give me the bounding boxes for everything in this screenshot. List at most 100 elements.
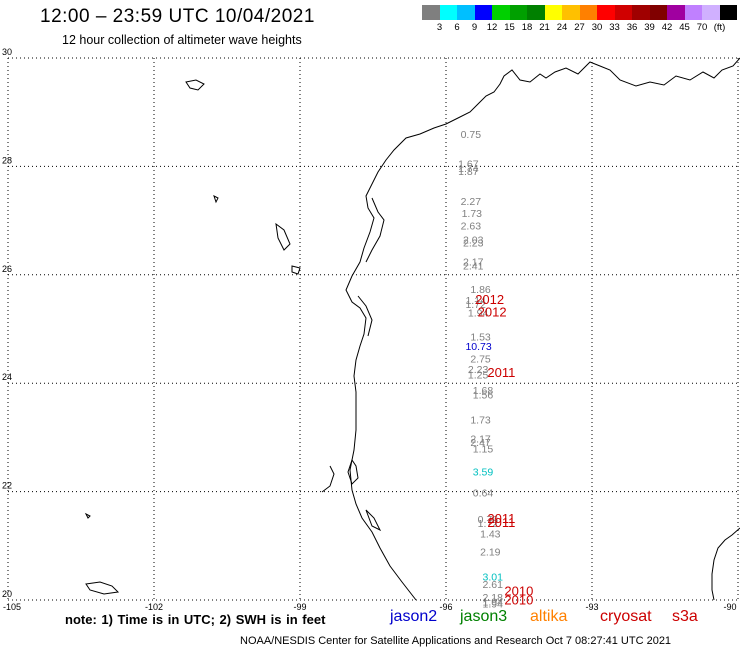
wave-height-value: 1.72 bbox=[478, 518, 499, 530]
wave-height-value: 1.72 bbox=[465, 299, 486, 311]
gulf-coastline bbox=[345, 57, 740, 601]
color-legend-label: 24 bbox=[556, 22, 568, 33]
color-legend-label: 45 bbox=[679, 22, 690, 33]
latitude-label: 30 bbox=[2, 47, 12, 57]
wave-height-value: 3.01 bbox=[483, 571, 504, 583]
latitude-label: 22 bbox=[2, 481, 12, 491]
color-swatch bbox=[614, 5, 632, 20]
color-swatch bbox=[509, 5, 527, 20]
longitude-label: -105 bbox=[3, 602, 21, 612]
wave-height-value: 2.27 bbox=[461, 196, 482, 208]
wave-height-value: 3.59 bbox=[473, 466, 494, 478]
color-swatch bbox=[649, 5, 667, 20]
lake-5 bbox=[213, 195, 219, 204]
wave-height-value: 1.94 bbox=[468, 308, 489, 320]
color-legend-label: 42 bbox=[661, 22, 673, 33]
latitude-label: 26 bbox=[2, 264, 12, 274]
wave-height-value: 10.73 bbox=[465, 341, 491, 353]
page-subtitle: 12 hour collection of altimeter wave hei… bbox=[62, 33, 302, 47]
color-legend-label: 36 bbox=[626, 22, 638, 33]
color-swatch bbox=[632, 5, 650, 20]
color-swatch bbox=[597, 5, 615, 20]
color-swatch bbox=[422, 5, 440, 20]
wave-height-value: 2.41 bbox=[463, 260, 484, 272]
lake-4 bbox=[85, 581, 120, 595]
longitude-label: -96 bbox=[439, 602, 452, 612]
wave-height-value: 2.03 bbox=[463, 234, 484, 246]
coast-detail-3 bbox=[347, 458, 359, 485]
longitude-label: -93 bbox=[585, 602, 598, 612]
color-swatch bbox=[702, 5, 720, 20]
wave-height-value: 1.73 bbox=[470, 414, 491, 426]
lake-3 bbox=[291, 265, 301, 275]
color-swatch bbox=[474, 5, 492, 20]
wave-height-value: 1.68 bbox=[473, 385, 494, 397]
color-swatch bbox=[667, 5, 685, 20]
wave-height-value: 2.75 bbox=[470, 354, 491, 366]
color-swatch bbox=[439, 5, 457, 20]
coast-detail-1 bbox=[365, 197, 385, 263]
color-swatch bbox=[719, 5, 737, 20]
color-legend-label: 33 bbox=[609, 22, 620, 33]
footer-credit: NOAA/NESDIS Center for Satellite Applica… bbox=[240, 635, 672, 647]
wave-height-value: 0.64 bbox=[473, 487, 494, 499]
cryosat-track-labels: 201220122011201120112010201016 bbox=[475, 292, 533, 607]
color-legend-label: 70 bbox=[696, 22, 708, 33]
longitude-label: -90 bbox=[723, 602, 736, 612]
longitude-label: -99 bbox=[293, 602, 306, 612]
cryosat-track-label: 2011 bbox=[487, 515, 515, 530]
legend-jason2: jason2 bbox=[390, 608, 438, 625]
color-legend bbox=[422, 5, 737, 20]
wave-height-value: 2.23 bbox=[468, 364, 489, 376]
wave-height-value: 1.53 bbox=[470, 331, 491, 343]
wave-height-value: 2.23 bbox=[463, 238, 484, 250]
yucatan-coastline bbox=[711, 527, 740, 601]
coast-detail-4 bbox=[365, 509, 382, 532]
cryosat-track-label: 2011 bbox=[487, 365, 515, 380]
color-legend-label: 21 bbox=[539, 22, 550, 33]
wave-height-value: 1.25 bbox=[468, 369, 489, 381]
river-1 bbox=[321, 465, 335, 493]
color-legend-label: 12 bbox=[486, 22, 498, 33]
color-swatch bbox=[579, 5, 597, 20]
color-legend-label: 18 bbox=[521, 22, 533, 33]
color-legend-label: 3 bbox=[436, 22, 443, 33]
latitude-label: 28 bbox=[2, 155, 12, 165]
color-swatch bbox=[527, 5, 545, 20]
wave-height-value: 2.63 bbox=[461, 220, 482, 232]
wave-height-values: 0.751.671.741.872.271.732.632.032.232.17… bbox=[458, 129, 504, 610]
color-legend-label: 6 bbox=[454, 22, 460, 33]
latitude-label: 24 bbox=[2, 372, 12, 382]
wave-height-value: 2.17 bbox=[470, 433, 491, 445]
wave-height-value: 1.94 bbox=[483, 596, 504, 608]
legend-s3a: s3a bbox=[672, 608, 698, 625]
coastline bbox=[84, 57, 740, 601]
longitude-labels: -105 -102 -99 -96 -93 -90 bbox=[3, 602, 737, 612]
page-title: 12:00 – 23:59 UTC 10/04/2021 bbox=[40, 6, 315, 27]
color-swatch bbox=[562, 5, 580, 20]
wave-height-value: 1.87 bbox=[458, 166, 479, 178]
color-legend-label: 30 bbox=[591, 22, 603, 33]
wave-height-value: 1.86 bbox=[470, 284, 491, 296]
lake-1 bbox=[185, 79, 205, 91]
legend-cryosat: cryosat bbox=[600, 608, 652, 625]
lake-6 bbox=[84, 512, 91, 519]
color-swatch bbox=[684, 5, 702, 20]
wave-height-value: 0.76 bbox=[478, 514, 499, 526]
color-legend-label: 39 bbox=[644, 22, 655, 33]
latitude-labels: 30 28 26 24 22 20 bbox=[2, 47, 12, 599]
wave-height-value: 2.17 bbox=[463, 257, 484, 269]
color-legend-label: 15 bbox=[504, 22, 515, 33]
color-legend-label: 9 bbox=[471, 22, 478, 33]
wave-height-value: 2.61 bbox=[483, 579, 504, 591]
color-swatch bbox=[457, 5, 475, 20]
graticule bbox=[7, 57, 739, 601]
cryosat-track-label: 2010 bbox=[504, 592, 533, 607]
legend-altika: altika bbox=[530, 608, 568, 625]
color-legend-label: (ft) bbox=[713, 22, 726, 33]
cryosat-track-label: 2012 bbox=[475, 292, 504, 307]
wave-height-value: 1.74 bbox=[458, 163, 479, 175]
color-legend-label: 27 bbox=[574, 22, 585, 33]
legend-jason3: jason3 bbox=[460, 608, 508, 625]
